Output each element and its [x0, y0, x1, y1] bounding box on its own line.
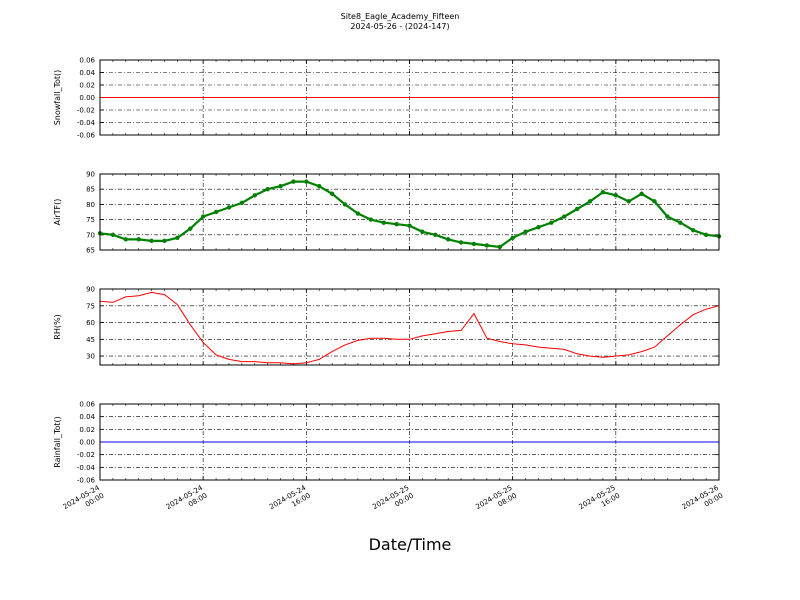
data-point: [536, 225, 541, 230]
y-tick-label: 90: [86, 171, 95, 179]
y-tick-label: -0.02: [77, 107, 95, 115]
y-axis-label: RH(%): [53, 314, 62, 339]
data-point: [665, 214, 670, 219]
y-tick-label: 45: [86, 336, 95, 344]
data-point: [639, 191, 644, 196]
y-tick-label: 0.06: [79, 57, 95, 65]
data-point: [368, 217, 374, 222]
y-tick-label: 0.06: [79, 401, 95, 409]
data-point: [252, 193, 257, 198]
y-tick-label: 0.04: [79, 69, 95, 77]
y-tick-label: 75: [86, 216, 95, 224]
y-tick-label: 75: [86, 302, 95, 310]
y-tick-label: 65: [86, 247, 95, 255]
y-tick-label: 0.02: [79, 426, 95, 434]
plot-frame: [99, 403, 720, 481]
data-point: [149, 238, 154, 244]
data-point: [652, 199, 657, 204]
plot-frame: [99, 288, 720, 366]
data-point: [265, 187, 270, 192]
x-tick-label: 2024-05-2508:00: [474, 484, 518, 519]
panel-1: 0.06 0.04 0.02 0.00 -0.02 -0.04 -0.06 Snowfall_…: [53, 57, 720, 140]
data-point: [445, 237, 451, 242]
data-point: [433, 232, 438, 237]
series-line: [99, 291, 720, 365]
x-tick-label: 2024-05-2516:00: [578, 484, 622, 519]
x-tick-label: 2024-05-2400:00: [62, 484, 106, 519]
x-tick-label: 2024-05-2600:00: [681, 484, 725, 519]
panel-4: 0.06 0.04 0.02 0.00 -0.02 -0.04 -0.06 Rainfall_…: [53, 401, 720, 485]
data-point: [626, 199, 631, 204]
y-tick-label: -0.06: [77, 477, 96, 485]
data-point: [304, 179, 309, 184]
data-point: [213, 209, 219, 215]
data-point: [574, 206, 580, 212]
data-point: [342, 202, 348, 207]
chart-subtitle: 2024-05-26 - (2024-147): [350, 22, 449, 31]
data-point: [136, 237, 141, 242]
data-point: [291, 179, 296, 184]
data-point: [317, 183, 322, 189]
y-tick-label: 0.02: [79, 82, 95, 90]
plot-frame: [99, 59, 720, 136]
y-tick-label: -0.02: [77, 451, 95, 459]
x-axis-label: Date/Time: [369, 535, 452, 554]
data-point: [394, 221, 399, 227]
y-tick-label: 0.00: [79, 94, 95, 102]
y-tick-label: 0.00: [79, 439, 95, 447]
y-axis-label: AirTF(): [53, 199, 62, 226]
y-tick-label: 70: [86, 231, 95, 239]
data-point: [691, 228, 696, 233]
data-point: [600, 190, 606, 195]
panel-2: 90 85 80 75 70 65 AirTF(): [53, 171, 722, 255]
data-point: [703, 232, 709, 237]
y-tick-label: 0.04: [79, 413, 95, 421]
data-point: [510, 235, 515, 241]
panel-3: 90 75 60 45 30 RH(%): [53, 286, 720, 366]
y-tick-label: 80: [86, 201, 95, 209]
y-tick-label: -0.06: [77, 132, 96, 140]
x-tick-label: 2024-05-2416:00: [268, 484, 312, 519]
data-point: [188, 226, 193, 231]
data-point: [226, 205, 232, 210]
data-point: [497, 244, 502, 250]
data-point: [549, 220, 554, 225]
plot-frame: [99, 173, 720, 251]
y-tick-label: -0.04: [77, 119, 96, 127]
data-point: [162, 238, 167, 244]
data-point: [407, 223, 412, 228]
data-point: [484, 243, 490, 248]
y-tick-label: 60: [86, 319, 95, 327]
y-tick-label: 85: [86, 186, 95, 194]
y-tick-label: -0.04: [77, 464, 96, 472]
y-tick-label: 90: [86, 286, 95, 294]
data-point: [420, 229, 425, 234]
data-point: [110, 232, 116, 237]
data-point: [678, 220, 683, 225]
data-point: [471, 241, 477, 247]
data-point: [458, 240, 464, 245]
data-point: [329, 191, 335, 196]
data-point: [123, 237, 128, 242]
data-point: [613, 193, 619, 198]
data-point: [523, 229, 528, 234]
data-point: [175, 235, 180, 241]
data-point: [200, 214, 206, 219]
data-point: [239, 200, 245, 206]
data-point: [381, 220, 386, 225]
data-point: [562, 214, 567, 219]
x-tick-label: 2024-05-2408:00: [165, 484, 209, 519]
y-tick-label: 30: [86, 353, 95, 361]
x-tick-label: 2024-05-2500:00: [371, 484, 415, 519]
y-axis-label: Rainfall_Tot(): [53, 416, 62, 468]
y-axis-label: Snowfall_Tot(): [53, 70, 62, 126]
x-axis-tick-labels: 2024-05-2400:00 2024-05-2408:00 2024-05-24…: [62, 484, 725, 519]
data-point: [587, 199, 593, 204]
chart-title: Site8_Eagle_Academy_Fifteen: [341, 12, 460, 21]
data-point: [355, 211, 361, 216]
panels: 0.06 0.04 0.02 0.00 -0.02 -0.04 -0.06 Snowfall_…: [53, 57, 722, 485]
data-point: [278, 183, 283, 189]
